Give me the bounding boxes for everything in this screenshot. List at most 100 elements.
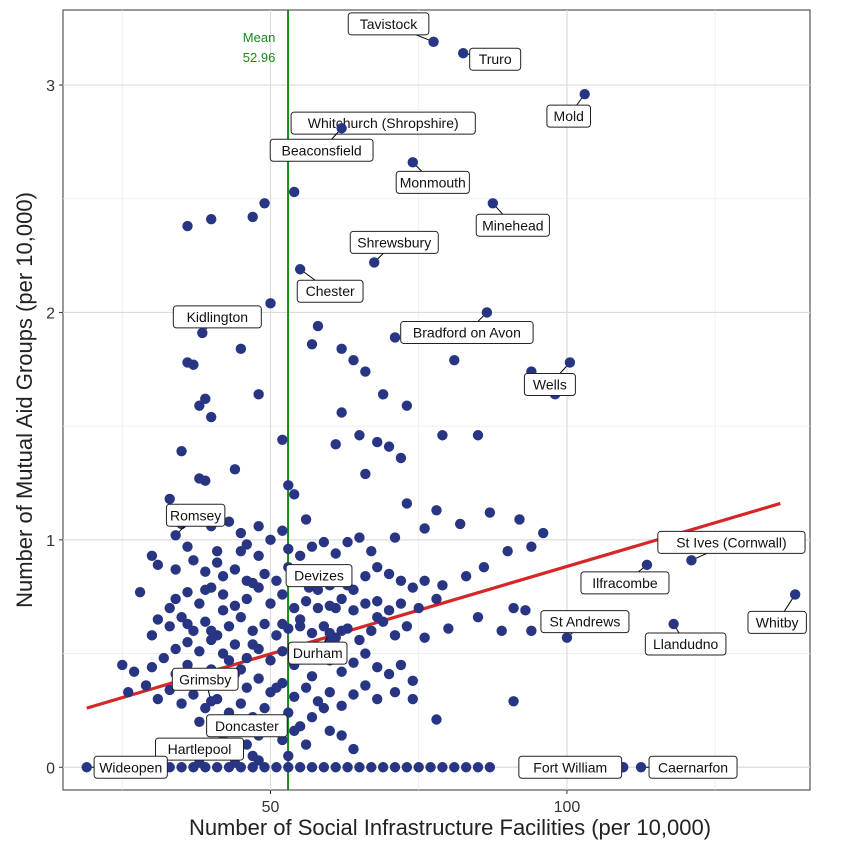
- data-point: [348, 657, 359, 668]
- labeled-point: Caernarfon: [635, 755, 738, 779]
- data-point: [686, 555, 697, 566]
- data-point: [176, 698, 187, 709]
- point-label: Devizes: [294, 568, 344, 584]
- point-label: Minehead: [482, 217, 544, 233]
- data-point: [372, 436, 383, 448]
- y-tick-label: 2: [46, 305, 55, 322]
- data-point: [336, 343, 347, 355]
- data-point: [564, 357, 576, 368]
- data-point: [366, 762, 377, 773]
- labeled-point: Truro: [457, 47, 522, 71]
- data-point: [342, 536, 353, 548]
- data-point: [277, 434, 288, 445]
- data-point: [484, 507, 496, 518]
- data-point: [235, 527, 247, 539]
- point-label-box: [475, 213, 550, 237]
- point-label-box: [285, 564, 353, 588]
- data-point: [247, 639, 258, 650]
- data-point: [241, 652, 252, 664]
- point-label-box: [171, 667, 239, 691]
- data-point: [217, 589, 229, 600]
- data-point: [312, 602, 324, 614]
- data-point: [369, 257, 380, 268]
- data-point: [389, 532, 401, 543]
- data-point: [211, 557, 223, 568]
- data-point: [117, 659, 128, 671]
- labeled-point: Romsey: [165, 503, 226, 541]
- data-point: [354, 762, 365, 773]
- data-point: [318, 702, 330, 714]
- data-point: [188, 625, 199, 637]
- data-point: [123, 687, 134, 698]
- point-label: Llandudno: [653, 636, 719, 652]
- data-point: [277, 525, 288, 536]
- data-point: [395, 575, 407, 586]
- labeled-point: Doncaster: [206, 714, 288, 738]
- data-point: [211, 762, 223, 773]
- data-point: [389, 762, 401, 773]
- data-point: [217, 648, 229, 659]
- data-point: [241, 739, 252, 750]
- data-point: [188, 555, 199, 566]
- labeled-point: Monmouth: [395, 157, 470, 194]
- data-point: [140, 680, 152, 691]
- point-label-box: [296, 279, 364, 303]
- data-point: [360, 366, 371, 377]
- data-point: [235, 343, 247, 355]
- data-point: [170, 530, 181, 541]
- data-point: [520, 605, 531, 616]
- data-point: [176, 762, 187, 773]
- data-point: [348, 355, 359, 366]
- data-point: [217, 571, 229, 582]
- data-point: [152, 693, 164, 705]
- data-point: [789, 589, 801, 600]
- data-point: [526, 541, 537, 552]
- labeled-point: Durham: [288, 627, 348, 665]
- data-point: [460, 762, 472, 773]
- point-label-box: [648, 755, 738, 779]
- data-point: [152, 559, 164, 571]
- data-point: [401, 621, 413, 632]
- labeled-point: Wideopen: [81, 755, 168, 779]
- data-point: [336, 730, 347, 741]
- data-point: [200, 616, 211, 627]
- data-point: [277, 646, 288, 657]
- data-point: [265, 534, 276, 546]
- y-tick-label: 0: [46, 760, 55, 777]
- point-label: Kidlington: [187, 309, 249, 325]
- data-point: [318, 621, 330, 632]
- data-point: [128, 666, 140, 677]
- labeled-point: Whitchurch (Shropshire): [290, 111, 476, 135]
- data-point: [407, 157, 418, 168]
- data-point: [197, 327, 208, 339]
- data-point: [194, 646, 205, 657]
- labeled-point: Hartlepool: [155, 737, 244, 761]
- data-point: [306, 541, 318, 552]
- data-point: [336, 593, 347, 605]
- data-point: [336, 666, 347, 677]
- data-point: [170, 643, 181, 655]
- data-point: [508, 602, 519, 614]
- data-point: [324, 725, 335, 737]
- data-point: [330, 548, 341, 559]
- point-label: Wideopen: [99, 759, 162, 775]
- data-point: [253, 389, 264, 400]
- data-point: [538, 527, 549, 539]
- data-point: [395, 452, 407, 464]
- data-point: [277, 618, 288, 630]
- data-point: [217, 605, 229, 616]
- data-point: [306, 762, 318, 773]
- data-point: [253, 550, 264, 561]
- labeled-point: Minehead: [475, 198, 550, 237]
- data-point: [502, 546, 513, 557]
- data-point: [481, 307, 493, 318]
- data-point: [401, 762, 413, 773]
- data-point: [241, 575, 252, 586]
- data-point: [182, 586, 193, 598]
- data-point: [259, 568, 270, 580]
- data-point: [253, 521, 264, 532]
- data-point: [484, 762, 496, 773]
- data-point: [265, 298, 276, 309]
- data-point: [360, 598, 371, 609]
